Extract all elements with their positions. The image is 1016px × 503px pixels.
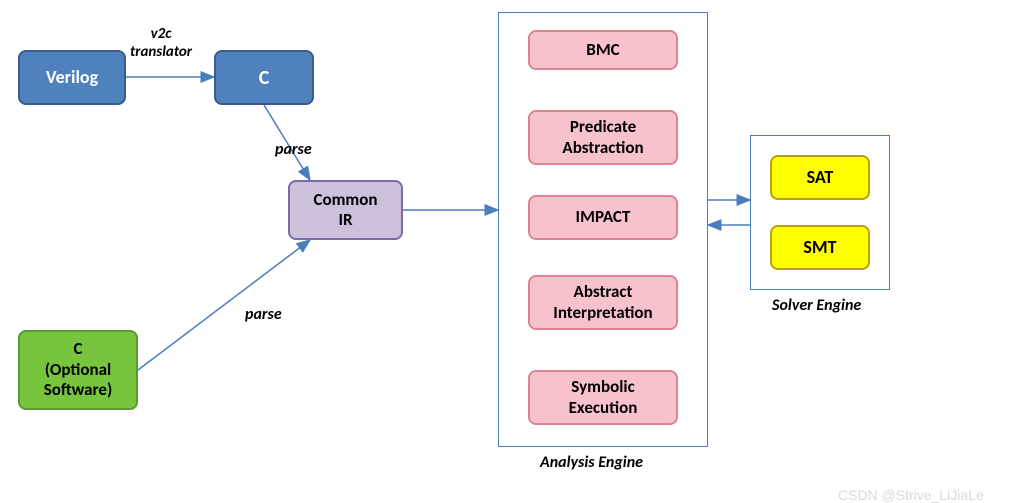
node-common-ir: Common IR <box>288 180 403 240</box>
label-solver-engine: Solver Engine <box>772 296 861 315</box>
node-c-top-label: C <box>259 66 270 90</box>
container-analysis-engine <box>498 12 708 447</box>
node-common-ir-label: Common IR <box>313 190 377 231</box>
edge-label-parse1: parse <box>275 140 312 159</box>
edge-label-parse2: parse <box>245 305 282 324</box>
node-c-optional: C (Optional Software) <box>18 330 138 410</box>
edge-label-v2c: v2c translator <box>130 25 192 61</box>
node-verilog-label: Verilog <box>46 67 98 89</box>
container-solver-engine <box>750 135 890 290</box>
node-c-optional-label: C (Optional Software) <box>44 339 113 400</box>
node-c-top: C <box>214 50 314 105</box>
label-analysis-engine: Analysis Engine <box>540 453 643 472</box>
node-verilog: Verilog <box>18 50 126 105</box>
watermark-text: CSDN @Strive_LiJiaLe <box>838 487 984 503</box>
